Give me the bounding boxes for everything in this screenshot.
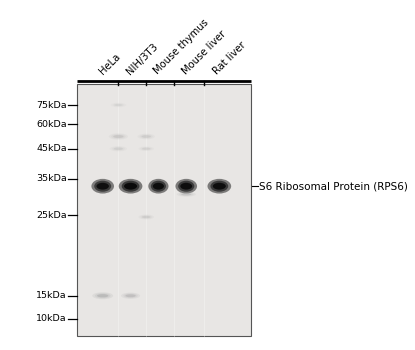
Ellipse shape [122, 181, 139, 192]
Text: 35kDa: 35kDa [36, 174, 67, 183]
Ellipse shape [208, 179, 231, 194]
Ellipse shape [114, 135, 123, 138]
Text: 15kDa: 15kDa [36, 291, 67, 300]
Ellipse shape [112, 103, 124, 107]
Ellipse shape [142, 216, 151, 218]
Ellipse shape [179, 193, 193, 196]
Ellipse shape [126, 294, 135, 298]
Text: 45kDa: 45kDa [36, 144, 67, 153]
Text: NIH/3T3: NIH/3T3 [124, 41, 159, 76]
Ellipse shape [114, 148, 123, 150]
Text: S6 Ribosomal Protein (RPS6): S6 Ribosomal Protein (RPS6) [259, 181, 408, 191]
Ellipse shape [153, 183, 164, 189]
Ellipse shape [95, 293, 110, 298]
Ellipse shape [94, 181, 111, 192]
Ellipse shape [213, 183, 226, 189]
Ellipse shape [177, 192, 196, 197]
Ellipse shape [96, 183, 109, 189]
Text: 75kDa: 75kDa [36, 100, 67, 110]
Text: Rat liver: Rat liver [211, 40, 248, 76]
Ellipse shape [140, 147, 152, 150]
Ellipse shape [142, 135, 151, 138]
Ellipse shape [154, 182, 164, 190]
Ellipse shape [142, 148, 150, 150]
Ellipse shape [115, 104, 122, 106]
Ellipse shape [181, 183, 192, 189]
Ellipse shape [210, 181, 228, 192]
Ellipse shape [176, 179, 197, 194]
Ellipse shape [148, 179, 168, 194]
Ellipse shape [142, 148, 151, 150]
Ellipse shape [124, 183, 137, 189]
Ellipse shape [97, 182, 108, 190]
Ellipse shape [121, 293, 140, 299]
Ellipse shape [111, 134, 126, 139]
Text: 10kDa: 10kDa [36, 314, 67, 323]
Ellipse shape [140, 134, 153, 139]
Ellipse shape [92, 292, 113, 299]
Ellipse shape [142, 216, 150, 218]
Text: 25kDa: 25kDa [36, 211, 67, 220]
Ellipse shape [213, 182, 225, 190]
Ellipse shape [124, 182, 137, 190]
Ellipse shape [142, 135, 151, 138]
Ellipse shape [110, 146, 127, 152]
Ellipse shape [114, 104, 123, 106]
Ellipse shape [138, 215, 154, 219]
Ellipse shape [91, 179, 114, 194]
Ellipse shape [125, 294, 136, 297]
Text: HeLa: HeLa [98, 51, 122, 76]
Ellipse shape [181, 182, 192, 190]
Ellipse shape [113, 135, 124, 138]
Ellipse shape [112, 147, 125, 151]
Ellipse shape [114, 147, 123, 150]
Ellipse shape [137, 134, 155, 139]
Ellipse shape [123, 293, 138, 298]
Text: Mouse thymus: Mouse thymus [152, 18, 211, 76]
Ellipse shape [98, 294, 108, 298]
Bar [77, 84, 251, 336]
Ellipse shape [109, 133, 128, 140]
Ellipse shape [178, 181, 194, 192]
Ellipse shape [181, 193, 191, 195]
Ellipse shape [140, 215, 152, 219]
Ellipse shape [138, 147, 154, 151]
Ellipse shape [151, 181, 166, 192]
Ellipse shape [97, 294, 108, 298]
Ellipse shape [181, 193, 191, 195]
Text: Mouse liver: Mouse liver [180, 29, 227, 76]
Text: 60kDa: 60kDa [36, 120, 67, 129]
Ellipse shape [110, 103, 126, 107]
Ellipse shape [119, 179, 142, 194]
